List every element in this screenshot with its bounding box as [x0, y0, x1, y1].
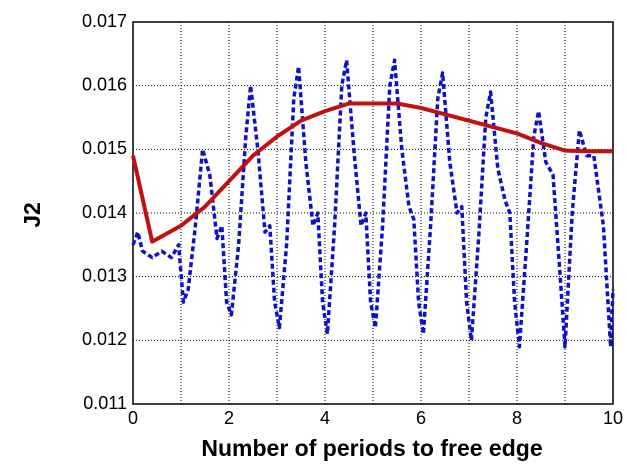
y-axis-label: J2 [19, 202, 45, 228]
y-tick-label: 0.011 [83, 393, 127, 413]
series-line [131, 101, 613, 244]
x-tick-label: 4 [320, 408, 330, 428]
x-tick-label: 0 [128, 408, 138, 428]
y-tick-label: 0.014 [82, 202, 127, 222]
x-axis-label: Number of periods to free edge [201, 435, 542, 461]
plot-frame [132, 21, 614, 405]
y-tick-label: 0.016 [82, 74, 127, 94]
x-tick-label: 6 [416, 408, 426, 428]
x-tick-label: 10 [603, 408, 623, 428]
x-tick-label: 8 [512, 408, 522, 428]
y-tick-label: 0.012 [82, 329, 127, 349]
y-tick-label: 0.017 [82, 11, 127, 31]
x-tick-label: 2 [224, 408, 234, 428]
y-tick-label: 0.013 [82, 265, 127, 285]
series-line [131, 58, 615, 349]
y-tick-label: 0.015 [82, 138, 127, 158]
